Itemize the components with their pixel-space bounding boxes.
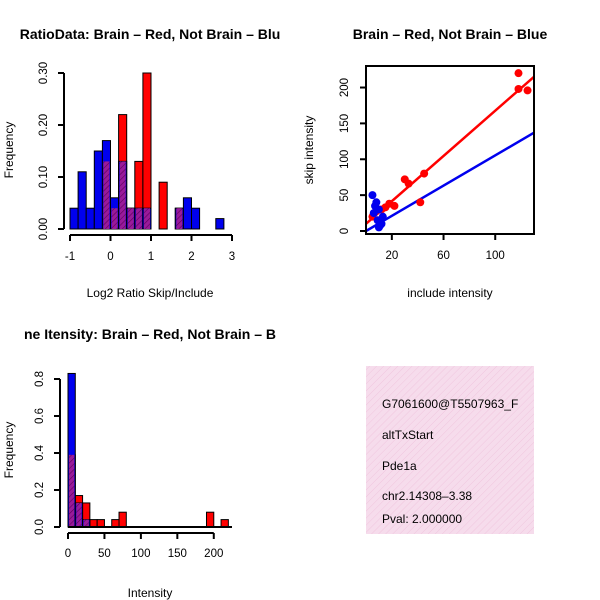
brain-point (404, 179, 413, 188)
x-tick-label: 150 (168, 548, 187, 560)
x-tick-label: 2 (188, 251, 194, 263)
overlap-bar-0 (103, 161, 110, 229)
overlap-bar-3 (127, 208, 134, 229)
ratio-histogram-xlabel: Log2 Ratio Skip/Include (87, 286, 214, 300)
x-tick-label: 20 (385, 250, 398, 262)
y-tick-label: 0.10 (38, 166, 50, 188)
scatter-axes: 20 60 100 0 50 100 150 200 (339, 65, 535, 262)
overlap-bar-2 (119, 161, 126, 229)
brain-bar-7 (205, 511, 215, 528)
intensity-histogram-xlabel: Intensity (128, 586, 173, 600)
ratio-histogram-bars (69, 72, 225, 230)
scatter-xlabel: include intensity (407, 286, 492, 300)
intensity-scatter-panel: Brain – Red, Not Brain – Blue 20 60 100 0 50… (302, 26, 547, 300)
x-tick-label: 0 (107, 251, 113, 263)
y-tick-label: 0 (339, 228, 351, 234)
intensity-histogram-panel: ne Itensity: Brain – Red, Not Brain – B … (2, 326, 276, 600)
y-tick-label: 0.0 (34, 519, 46, 535)
y-tick-label: 150 (339, 114, 351, 133)
x-tick-label: 50 (98, 548, 111, 560)
not-brain-point (377, 219, 386, 228)
x-tick-label: 3 (229, 251, 235, 263)
x-tick-label: -1 (65, 251, 75, 263)
info-event-type: altTxStart (382, 428, 434, 442)
intensity-histogram-bars (67, 372, 229, 528)
x-tick-label: 60 (437, 250, 450, 262)
y-tick-label: 0.00 (38, 218, 50, 240)
brain-bar-3 (89, 519, 98, 528)
overlap-bar-1 (76, 502, 82, 527)
scatter-ylabel: skip intensity (302, 116, 316, 185)
x-tick-label: 0 (65, 548, 71, 560)
brain-bar-5 (111, 519, 120, 528)
x-tick-label: 100 (131, 548, 150, 560)
not-brain-point (372, 198, 381, 207)
not-brain-bar-2 (85, 207, 95, 230)
plot-frame (365, 65, 535, 235)
info-gene-name: Pde1a (382, 459, 417, 473)
y-tick-label: 200 (339, 78, 351, 97)
not-brain-bar-13 (215, 218, 225, 230)
not-brain-bar-3 (93, 150, 103, 230)
brain-bar-6 (158, 181, 168, 230)
info-location: chr2.14308–3.38 (382, 489, 472, 503)
y-tick-label: 0.4 (34, 444, 46, 461)
intensity-histogram-ylabel: Frequency (2, 422, 16, 479)
not-brain-point (368, 191, 377, 200)
y-tick-label: 0.6 (34, 408, 46, 424)
brain-bar-8 (220, 519, 229, 528)
info-event-id: G7061600@T5507963_F (382, 397, 518, 411)
overlap-bar-0 (69, 454, 75, 527)
event-info-panel: G7061600@T5507963_F altTxStart Pde1a chr… (366, 366, 534, 534)
overlap-bar-1 (111, 208, 118, 229)
scatter-title: Brain – Red, Not Brain – Blue (353, 26, 548, 42)
y-tick-label: 0.2 (34, 482, 46, 498)
y-tick-label: 0.8 (34, 371, 46, 387)
brain-point (420, 169, 429, 178)
y-tick-label: 50 (339, 189, 351, 202)
x-tick-label: 1 (148, 251, 154, 263)
intensity-histogram-title: ne Itensity: Brain – Red, Not Brain – B (24, 326, 276, 342)
overlap-bar-7 (176, 208, 183, 229)
brain-bar-6 (118, 511, 127, 528)
not-brain-bar-0 (69, 207, 79, 230)
brain-point (514, 84, 523, 93)
not-brain-bar-12 (191, 207, 201, 230)
brain-point (514, 69, 523, 78)
info-panel-background (366, 366, 534, 534)
brain-point (523, 86, 532, 95)
overlap-bar-2 (83, 519, 89, 527)
info-pval: Pval: 2.000000 (382, 512, 462, 526)
brain-bar-4 (96, 519, 105, 528)
overlap-bar-5 (143, 208, 150, 229)
ratio-histogram-title: RatioData: Brain – Red, Not Brain – Blu (20, 26, 281, 42)
not-brain-point (374, 205, 383, 214)
brain-bar-5 (142, 72, 152, 230)
scatter-plot-area (365, 69, 535, 233)
brain-point (416, 198, 425, 207)
overlap-bar-4 (135, 208, 142, 229)
ratio-histogram-panel: RatioData: Brain – Red, Not Brain – Blu … (2, 26, 280, 300)
not-brain-point (378, 212, 387, 221)
not-brain-bar-11 (182, 197, 192, 230)
x-tick-label: 200 (204, 548, 223, 560)
brain-point (390, 201, 399, 210)
brain-fit-line (365, 75, 535, 225)
y-tick-label: 0.20 (38, 114, 50, 136)
ratio-histogram-axes: -1 0 1 2 3 0.00 0.10 0.20 0.30 (38, 62, 235, 263)
intensity-histogram-axes: 0 50 100 150 200 0.0 0.2 0.4 0.6 0.8 (34, 371, 232, 560)
x-tick-label: 100 (486, 250, 505, 262)
not-brain-bar-1 (77, 171, 87, 230)
y-tick-label: 100 (339, 150, 351, 169)
ratio-histogram-ylabel: Frequency (2, 122, 16, 179)
y-tick-label: 0.30 (38, 62, 50, 84)
not-brain-fit-line (365, 131, 535, 233)
